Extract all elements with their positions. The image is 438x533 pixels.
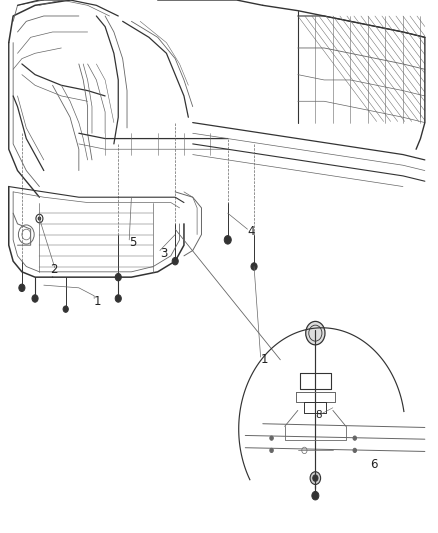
Circle shape bbox=[224, 236, 231, 244]
Circle shape bbox=[306, 321, 325, 345]
Circle shape bbox=[353, 448, 357, 453]
Circle shape bbox=[312, 491, 319, 500]
Circle shape bbox=[270, 436, 273, 440]
Text: 1: 1 bbox=[261, 353, 268, 366]
Circle shape bbox=[115, 273, 121, 281]
Text: 6: 6 bbox=[370, 458, 378, 471]
Circle shape bbox=[313, 475, 318, 481]
Circle shape bbox=[32, 295, 38, 302]
Circle shape bbox=[353, 436, 357, 440]
Text: 3: 3 bbox=[160, 247, 167, 260]
Text: 4: 4 bbox=[247, 225, 255, 238]
Text: 1: 1 bbox=[94, 295, 102, 308]
Circle shape bbox=[63, 306, 68, 312]
Text: 8: 8 bbox=[315, 410, 322, 419]
Text: 2: 2 bbox=[50, 263, 58, 276]
Circle shape bbox=[172, 257, 178, 265]
Text: 5: 5 bbox=[129, 236, 137, 249]
Circle shape bbox=[251, 263, 257, 270]
Circle shape bbox=[115, 295, 121, 302]
Circle shape bbox=[310, 472, 321, 484]
Circle shape bbox=[270, 448, 273, 453]
Circle shape bbox=[19, 284, 25, 292]
Circle shape bbox=[38, 217, 41, 220]
